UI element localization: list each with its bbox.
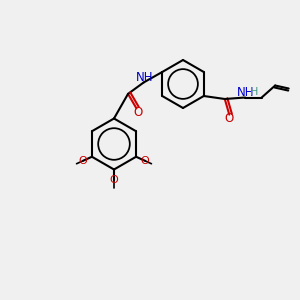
Text: O: O	[133, 106, 142, 119]
Text: H: H	[249, 87, 258, 97]
Text: NH: NH	[236, 85, 254, 99]
Text: O: O	[141, 156, 149, 166]
Text: O: O	[110, 175, 118, 185]
Text: O: O	[79, 156, 87, 166]
Text: NH: NH	[136, 70, 154, 84]
Text: O: O	[225, 112, 234, 125]
